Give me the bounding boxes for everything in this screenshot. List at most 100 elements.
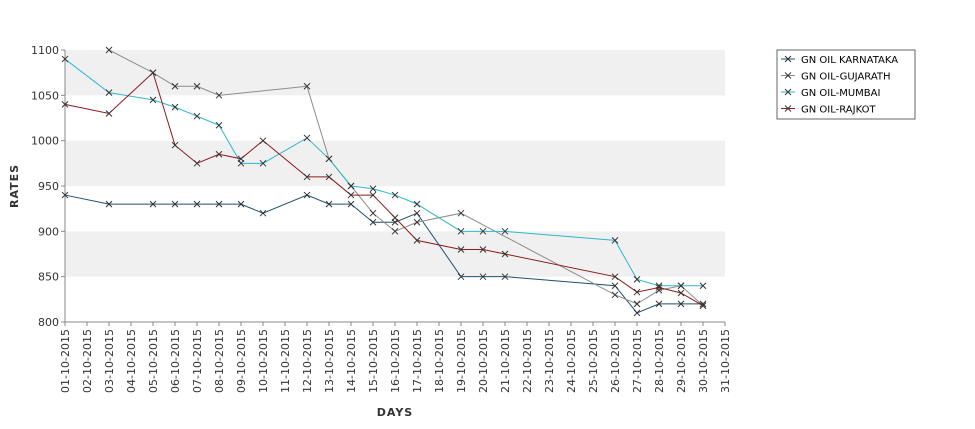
marker-stroke	[105, 89, 113, 96]
marker-stroke	[391, 191, 399, 199]
marker-stroke	[149, 96, 157, 104]
x-tick-label: 31-10-2015	[719, 329, 732, 393]
data-point-marker	[391, 191, 399, 199]
marker-stroke	[699, 300, 707, 308]
marker-stroke	[325, 173, 333, 181]
data-point-marker	[105, 46, 113, 54]
marker-stroke	[633, 300, 641, 308]
legend-label: GN OIL KARNATAKA	[801, 55, 898, 66]
data-point-marker	[611, 282, 619, 290]
data-point-marker	[61, 55, 69, 63]
marker-stroke	[215, 121, 223, 129]
data-point-marker	[413, 209, 421, 217]
data-point-marker	[303, 82, 311, 90]
marker-stroke	[61, 55, 69, 63]
marker-stroke	[391, 227, 399, 235]
data-point-marker	[193, 200, 201, 208]
marker-stroke	[171, 82, 179, 90]
marker-stroke	[215, 200, 223, 208]
marker-stroke	[479, 227, 487, 235]
grid-band	[65, 140, 725, 186]
data-point-marker	[193, 112, 201, 120]
data-point-marker	[303, 134, 311, 142]
x-tick-label: 23-10-2015	[543, 329, 556, 393]
marker-stroke	[633, 309, 641, 317]
data-point-marker	[215, 150, 223, 158]
series-gn-oil-rajkot	[61, 69, 707, 310]
marker-stroke	[259, 159, 267, 167]
marker-stroke	[149, 69, 157, 77]
data-point-marker	[149, 96, 157, 104]
x-tick-label: 02-10-2015	[81, 329, 94, 393]
marker-stroke	[611, 282, 619, 290]
legend-item: GN OIL-RAJKOT	[781, 105, 876, 116]
marker-stroke	[677, 289, 685, 297]
data-point-marker	[633, 309, 641, 317]
data-point-marker	[325, 155, 333, 163]
x-tick-label: 22-10-2015	[521, 329, 534, 393]
marker-stroke	[611, 291, 619, 299]
data-point-marker	[413, 200, 421, 208]
marker-stroke	[171, 103, 179, 111]
marker-stroke	[105, 110, 113, 117]
data-point-marker	[699, 300, 707, 308]
grid-band	[65, 231, 725, 277]
marker-stroke	[369, 209, 377, 217]
marker-stroke	[413, 209, 421, 217]
data-point-marker	[611, 237, 619, 244]
x-axis-title: DAYS	[377, 406, 413, 419]
data-point-marker	[501, 250, 509, 258]
x-tick-label: 21-10-2015	[499, 329, 512, 393]
x-tick-label: 11-10-2015	[279, 329, 292, 393]
grid-bands	[65, 50, 725, 277]
marker-stroke	[501, 227, 509, 235]
x-tick-label: 07-10-2015	[191, 329, 204, 393]
marker-stroke	[655, 300, 663, 308]
marker-stroke	[501, 250, 509, 258]
data-point-marker	[347, 191, 355, 199]
data-point-marker	[347, 200, 355, 208]
x-tick-label: 05-10-2015	[147, 329, 160, 393]
marker-stroke	[61, 101, 69, 108]
marker-stroke	[215, 91, 223, 99]
marker-stroke	[479, 246, 487, 253]
marker-stroke	[193, 159, 201, 167]
data-point-marker	[655, 284, 663, 291]
data-point-marker	[259, 159, 267, 167]
x-tick-labels: 01-10-2015 02-10-2015 03-10-2015 04-10-2015…	[59, 322, 732, 393]
legend: GN OIL KARNATAKA GN OIL-GUJARATH GN OIL-MU…	[776, 49, 916, 120]
legend-box	[776, 49, 916, 120]
series-line	[64, 71, 704, 307]
data-point-marker	[237, 155, 245, 163]
data-point-marker	[61, 191, 69, 199]
marker-stroke	[237, 155, 245, 163]
y-tick-labels: 800 850 900 950 1000 1050 1100	[31, 44, 65, 329]
y-axis-title: RATES	[8, 164, 21, 208]
x-tick-label: 20-10-2015	[477, 329, 490, 393]
marker-stroke	[479, 273, 487, 281]
data-point-marker	[215, 200, 223, 208]
data-point-marker	[325, 173, 333, 181]
y-tick-label: 950	[38, 180, 59, 193]
marker-stroke	[699, 302, 707, 310]
legend-label: GN OIL-MUMBAI	[801, 88, 880, 99]
marker-stroke	[347, 182, 355, 190]
x-tick-label: 29-10-2015	[675, 329, 688, 393]
x-tick-label: 27-10-2015	[631, 329, 644, 393]
y-tick-label: 1000	[31, 135, 59, 148]
marker-stroke	[303, 173, 311, 181]
data-point-marker	[369, 191, 377, 199]
data-point-marker	[501, 227, 509, 235]
marker-stroke	[303, 134, 311, 142]
marker-stroke	[611, 273, 619, 281]
data-point-marker	[61, 101, 69, 108]
legend-marker	[784, 55, 792, 63]
data-point-marker	[193, 82, 201, 90]
data-point-marker	[699, 302, 707, 310]
data-point-marker	[193, 159, 201, 167]
x-tick-label: 24-10-2015	[565, 329, 578, 393]
data-point-marker	[413, 218, 421, 226]
x-tick-label: 28-10-2015	[653, 329, 666, 393]
marker-stroke	[413, 200, 421, 208]
data-point-marker	[457, 227, 465, 235]
